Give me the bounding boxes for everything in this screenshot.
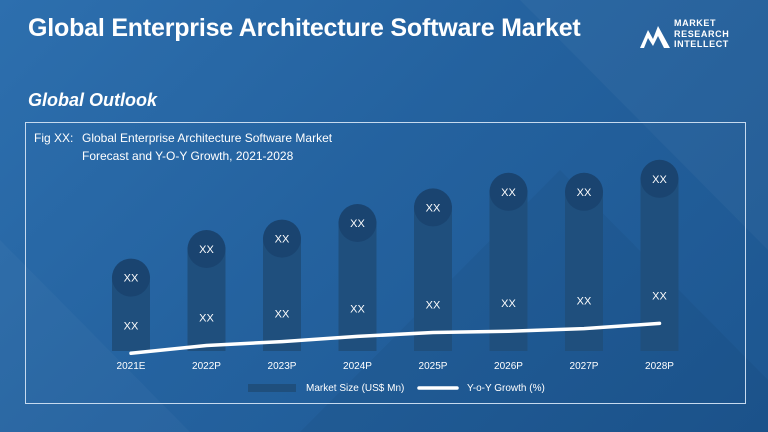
- bar-bubble-2022P: [187, 230, 226, 268]
- growth-value-label-2021E: XX: [124, 320, 139, 332]
- x-tick-2023P: 2023P: [268, 361, 297, 372]
- bar-value-label-2022P: XX: [199, 244, 214, 256]
- bar-bubble-2026P: [489, 172, 528, 211]
- brand-line-3: INTELLECT: [674, 39, 729, 49]
- x-tick-2027P: 2027P: [570, 361, 599, 372]
- bar-bubble-2024P: [338, 204, 377, 242]
- page-subtitle: Global Outlook: [28, 90, 157, 110]
- growth-line: [129, 321, 662, 356]
- legend-bar-swatch: [248, 384, 296, 392]
- figure-title-line-1: Global Enterprise Architecture Software …: [82, 131, 333, 145]
- chart-panel: Fig XX: Global Enterprise Architecture S…: [25, 122, 746, 404]
- combo-chart: XX XX XX XX XX XX XX XX XX XX XX XX XX XX XX XX 2021E 202…: [112, 159, 679, 394]
- bar-value-label-2027P: XX: [577, 187, 592, 199]
- bar-2027P: [565, 189, 603, 351]
- brand-logo: MARKET RESEARCH INTELLECT: [640, 18, 750, 54]
- bar-bubble-2021E: [112, 258, 150, 297]
- bar-2024P: [338, 221, 377, 351]
- growth-value-label-2027P: XX: [577, 296, 592, 308]
- x-tick-2024P: 2024P: [343, 361, 372, 372]
- x-tick-2021E: 2021E: [117, 361, 146, 372]
- x-tick-2022P: 2022P: [192, 361, 221, 372]
- legend-line-label: Y-o-Y Growth (%): [467, 383, 545, 394]
- brand-line-1: MARKET: [674, 18, 717, 28]
- bar-value-label-2028P: XX: [652, 174, 667, 186]
- bar-value-label-2024P: XX: [350, 218, 365, 230]
- bar-bubble-2028P: [640, 159, 679, 198]
- bar-bubble-2025P: [414, 188, 452, 227]
- growth-value-label-2023P: XX: [275, 309, 290, 321]
- legend-bar-label: Market Size (US$ Mn): [306, 383, 404, 394]
- x-tick-2026P: 2026P: [494, 361, 523, 372]
- bar-bubble-2023P: [263, 219, 301, 258]
- bar-value-label-2026P: XX: [501, 187, 516, 199]
- growth-value-label-2025P: XX: [426, 300, 441, 312]
- growth-value-label-2028P: XX: [652, 290, 667, 302]
- bar-value-label-2021E: XX: [124, 273, 139, 285]
- x-tick-2025P: 2025P: [419, 361, 448, 372]
- mountain-logo-icon: [640, 26, 670, 48]
- figure-title-line-2: Forecast and Y-O-Y Growth, 2021-2028: [82, 149, 294, 163]
- brand-line-2: RESEARCH: [674, 28, 730, 39]
- page-title: Global Enterprise Architecture Software …: [28, 14, 581, 42]
- bar-value-label-2023P: XX: [275, 234, 290, 246]
- growth-value-label-2026P: XX: [501, 298, 516, 310]
- growth-value-label-2024P: XX: [350, 303, 365, 315]
- figure-title: Global Enterprise Architecture Software …: [82, 129, 482, 165]
- bar-bubble-2027P: [565, 172, 603, 211]
- bar-2025P: [414, 205, 452, 351]
- bar-2026P: [489, 189, 528, 351]
- bar-value-label-2025P: XX: [426, 202, 441, 214]
- growth-value-label-2022P: XX: [199, 313, 214, 325]
- brand-wordmark: MARKET RESEARCH INTELLECT: [674, 18, 729, 50]
- figure-label: Fig XX:: [34, 131, 74, 145]
- x-tick-2028P: 2028P: [645, 361, 674, 372]
